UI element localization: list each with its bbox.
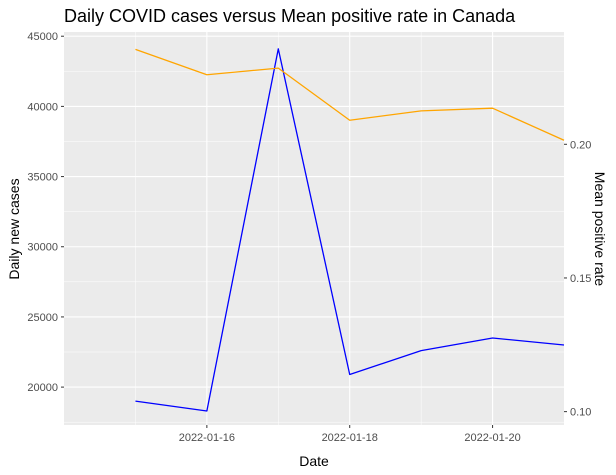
x-axis-title: Date [299, 453, 329, 469]
y-tick-label: 45000 [27, 31, 58, 43]
series-line-2 [135, 48, 565, 141]
series-layer [135, 48, 565, 412]
y-tick-label: 35000 [27, 172, 58, 184]
chart-title: Daily COVID cases versus Mean positive r… [64, 6, 516, 26]
series-line-1 [135, 48, 565, 412]
plot-panel [64, 32, 564, 425]
y-tick-label: 40000 [27, 101, 58, 113]
y-axis-title: Daily new cases [6, 178, 22, 279]
grid-lines [64, 32, 564, 425]
y2-axis-title: Mean positive rate [592, 172, 608, 287]
y-axis-right: 0.10 0.15 0.20 [564, 139, 591, 419]
x-tick-label: 2022-01-16 [179, 432, 235, 444]
y-tick-label: 30000 [27, 242, 58, 254]
y-tick-label: 25000 [27, 312, 58, 324]
x-tick-label: 2022-01-18 [322, 432, 378, 444]
x-axis: 2022-01-16 2022-01-18 2022-01-20 [179, 425, 521, 444]
y-tick-label: 20000 [27, 382, 58, 394]
y2-tick-label: 0.15 [570, 273, 591, 285]
y2-tick-label: 0.10 [570, 407, 591, 419]
y2-tick-label: 0.20 [570, 139, 591, 151]
y-axis-left: 20000 25000 30000 35000 40000 45000 [27, 31, 64, 394]
x-tick-label: 2022-01-20 [464, 432, 520, 444]
